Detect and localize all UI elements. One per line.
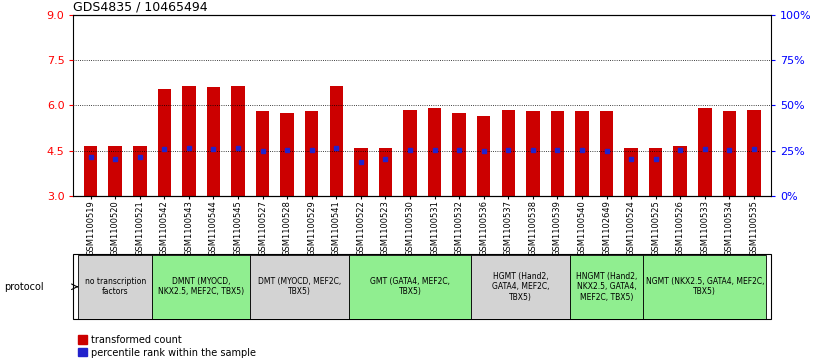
Bar <box>157 89 171 196</box>
Text: protocol: protocol <box>4 282 44 292</box>
Bar <box>575 111 588 196</box>
Bar <box>428 108 441 196</box>
Bar <box>526 111 539 196</box>
Bar <box>624 148 638 196</box>
Text: GMT (GATA4, MEF2C,
TBX5): GMT (GATA4, MEF2C, TBX5) <box>370 277 450 297</box>
Bar <box>649 148 663 196</box>
Bar <box>354 148 368 196</box>
Bar <box>551 111 564 196</box>
Bar <box>379 148 392 196</box>
Text: GDS4835 / 10465494: GDS4835 / 10465494 <box>73 0 208 13</box>
Text: DMT (MYOCD, MEF2C,
TBX5): DMT (MYOCD, MEF2C, TBX5) <box>258 277 341 297</box>
Bar <box>698 108 712 196</box>
Text: DMNT (MYOCD,
NKX2.5, MEF2C, TBX5): DMNT (MYOCD, NKX2.5, MEF2C, TBX5) <box>158 277 244 297</box>
Bar <box>477 116 490 196</box>
Bar <box>109 146 122 196</box>
Bar <box>330 86 343 196</box>
Text: no transcription
factors: no transcription factors <box>85 277 146 297</box>
Bar <box>452 113 466 196</box>
Bar <box>206 87 220 196</box>
Legend: transformed count, percentile rank within the sample: transformed count, percentile rank withi… <box>78 335 256 358</box>
FancyBboxPatch shape <box>472 255 570 319</box>
Text: HGMT (Hand2,
GATA4, MEF2C,
TBX5): HGMT (Hand2, GATA4, MEF2C, TBX5) <box>492 272 549 302</box>
FancyBboxPatch shape <box>570 255 643 319</box>
Bar <box>747 110 761 196</box>
FancyBboxPatch shape <box>348 255 472 319</box>
Bar <box>84 146 97 196</box>
FancyBboxPatch shape <box>152 255 251 319</box>
Text: NGMT (NKX2.5, GATA4, MEF2C,
TBX5): NGMT (NKX2.5, GATA4, MEF2C, TBX5) <box>645 277 764 297</box>
Text: HNGMT (Hand2,
NKX2.5, GATA4,
MEF2C, TBX5): HNGMT (Hand2, NKX2.5, GATA4, MEF2C, TBX5… <box>576 272 637 302</box>
Bar <box>723 111 736 196</box>
Bar <box>673 146 687 196</box>
Bar <box>403 110 417 196</box>
FancyBboxPatch shape <box>643 255 766 319</box>
Bar <box>281 113 294 196</box>
Bar <box>182 86 196 196</box>
Bar <box>256 111 269 196</box>
FancyBboxPatch shape <box>251 255 348 319</box>
Bar <box>502 110 515 196</box>
FancyBboxPatch shape <box>78 255 152 319</box>
Bar <box>133 146 147 196</box>
Bar <box>231 86 245 196</box>
Bar <box>600 111 614 196</box>
Bar <box>305 111 318 196</box>
